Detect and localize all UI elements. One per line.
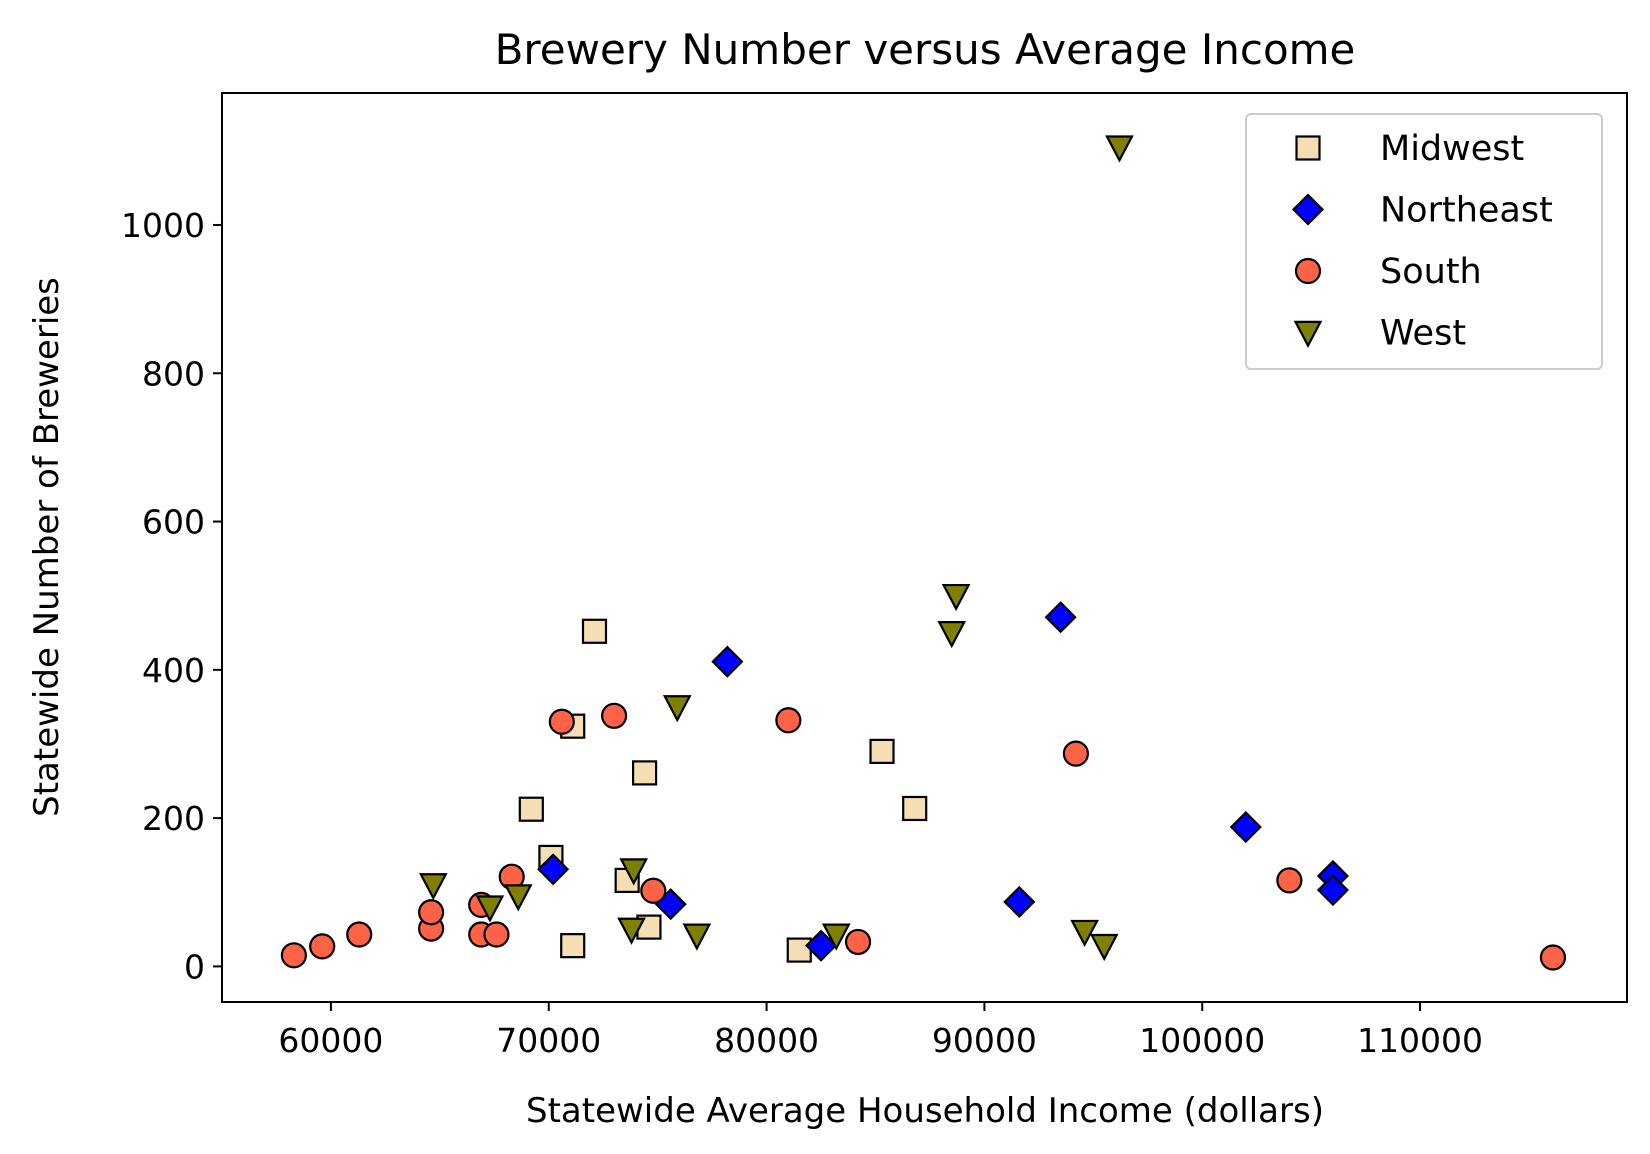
midwest-point [631,760,658,786]
y-axis-label: Statewide Number of Breweries [27,277,67,817]
legend-label-south: South [1380,252,1482,292]
south-point [483,921,510,948]
plot-frame [221,92,1628,1003]
legend-box [1245,113,1603,370]
west-point [475,895,505,923]
northeast-point [711,645,744,678]
west-point [662,695,692,723]
legend-label-midwest: Midwest [1380,129,1524,169]
west-point [418,873,448,901]
y-axis-ticks: 0 200 400 600 800 1000 [121,206,222,986]
x-tick-label: 70000 [496,1021,601,1060]
northeast-point [1044,601,1077,634]
x-tick-label: 90000 [932,1021,1037,1060]
legend-marker-northeast [1291,193,1325,226]
south-point [280,942,307,969]
legend-label-west: West [1380,314,1466,354]
x-tick-label: 110000 [1357,1021,1483,1060]
west-point [1089,933,1119,962]
y-tick-label: 1000 [121,206,205,245]
west-point [941,583,971,612]
midwest-point [581,618,608,644]
west-point [617,917,646,945]
south-point [418,899,445,926]
west-point [1070,919,1099,948]
south-point [1276,867,1303,894]
y-tick-label: 600 [142,503,205,542]
south-point [600,702,628,729]
y-tick-label: 0 [184,947,205,986]
west-point [937,621,967,649]
x-axis-ticks: 60000 70000 80000 90000 100000 110000 [278,1002,1483,1060]
west-point [821,923,851,951]
west-point [503,884,533,912]
chart-title: Brewery Number versus Average Income [495,25,1356,74]
x-tick-label: 80000 [714,1021,819,1060]
midwest-point [869,738,895,764]
northeast-point [537,853,570,886]
legend: Midwest Northeast South West [1245,113,1603,370]
northeast-point [1229,810,1262,844]
legend-label-northeast: Northeast [1380,191,1553,231]
northeast-point [804,929,838,962]
south-point [640,877,667,904]
x-tick-label: 100000 [1139,1021,1265,1060]
west-point [619,858,649,886]
y-tick-label: 400 [142,651,205,690]
south-point [844,928,872,956]
south-point [775,707,802,734]
south-point [346,921,373,948]
south-point [1539,944,1567,971]
south-point [309,933,336,960]
x-tick-label: 60000 [278,1021,383,1060]
legend-marker-south [1294,257,1322,285]
south-point [1062,740,1089,767]
y-tick-label: 800 [142,354,205,393]
legend-marker-west [1293,320,1323,348]
midwest-point [902,795,928,822]
y-tick-label: 200 [142,799,205,838]
legend-marker-midwest [1295,135,1321,161]
plot-points [280,135,1567,971]
x-axis-label: Statewide Average Household Income (doll… [526,1091,1324,1131]
midwest-point [560,933,586,959]
northeast-point [1003,885,1036,918]
west-point [682,923,712,951]
midwest-point [518,796,544,822]
midwest-point [786,937,812,963]
south-point [548,708,575,735]
northeast-point [1316,873,1349,907]
west-point [1105,135,1134,163]
